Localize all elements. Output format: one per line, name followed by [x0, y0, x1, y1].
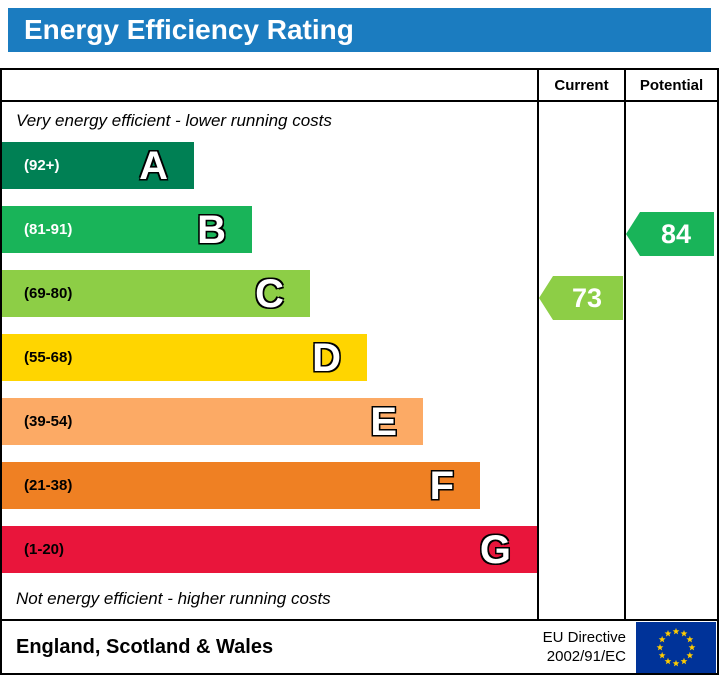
band-f-letter: F	[429, 463, 454, 508]
current-column-header: Current	[539, 70, 624, 102]
top-caption: Very energy efficient - lower running co…	[16, 111, 332, 130]
band-f-range: (21-38)	[24, 477, 73, 494]
eu-directive-line2: 2002/91/EC	[546, 648, 626, 665]
band-g-letter: G	[479, 527, 511, 572]
eu-flag-icon	[636, 621, 716, 673]
epc-chart: Very energy efficient - lower running co…	[0, 68, 719, 675]
epc-grid: Very energy efficient - lower running co…	[2, 70, 717, 619]
band-d: (55-68) D	[2, 334, 367, 381]
band-a-range: (92+)	[24, 157, 60, 174]
bands-column: Very energy efficient - lower running co…	[2, 70, 539, 619]
eu-directive-line1: EU Directive	[542, 628, 626, 646]
current-column: Current 73	[539, 70, 626, 619]
potential-rating-arrow: 84	[626, 212, 714, 256]
current-column-body: 73	[539, 102, 624, 619]
band-d-letter: D	[312, 335, 341, 380]
potential-column: Potential 84	[626, 70, 717, 619]
band-c-range: (69-80)	[24, 285, 73, 302]
band-e: (39-54) E	[2, 398, 423, 445]
band-e-range: (39-54)	[24, 413, 73, 430]
band-a-letter: A	[139, 143, 168, 188]
band-f: (21-38) F	[2, 462, 480, 509]
bands-area: Very energy efficient - lower running co…	[2, 102, 537, 619]
potential-rating-value: 84	[660, 218, 692, 249]
current-rating-value: 73	[571, 282, 603, 313]
bottom-caption: Not energy efficient - higher running co…	[16, 589, 331, 608]
region-label: England, Scotland & Wales	[16, 635, 274, 658]
band-c: (69-80) C	[2, 270, 310, 317]
footer: England, Scotland & Wales EU Directive 2…	[2, 619, 717, 673]
bands-column-header	[2, 70, 537, 102]
potential-column-header: Potential	[626, 70, 717, 102]
page-title: Energy Efficiency Rating	[8, 8, 711, 52]
band-a: (92+) A	[2, 142, 194, 189]
band-g-range: (1-20)	[24, 541, 65, 558]
eu-directive-label: EU Directive 2002/91/EC	[543, 628, 626, 667]
current-rating-arrow: 73	[539, 276, 623, 320]
band-d-range: (55-68)	[24, 349, 73, 366]
band-b: (81-91) B	[2, 206, 252, 253]
band-e-letter: E	[370, 399, 397, 444]
page-title-text: Energy Efficiency Rating	[24, 14, 354, 45]
band-c-letter: C	[255, 271, 284, 316]
potential-column-body: 84	[626, 102, 717, 619]
band-b-range: (81-91)	[24, 221, 73, 238]
band-g: (1-20) G	[2, 526, 537, 573]
band-b-letter: B	[197, 207, 226, 252]
